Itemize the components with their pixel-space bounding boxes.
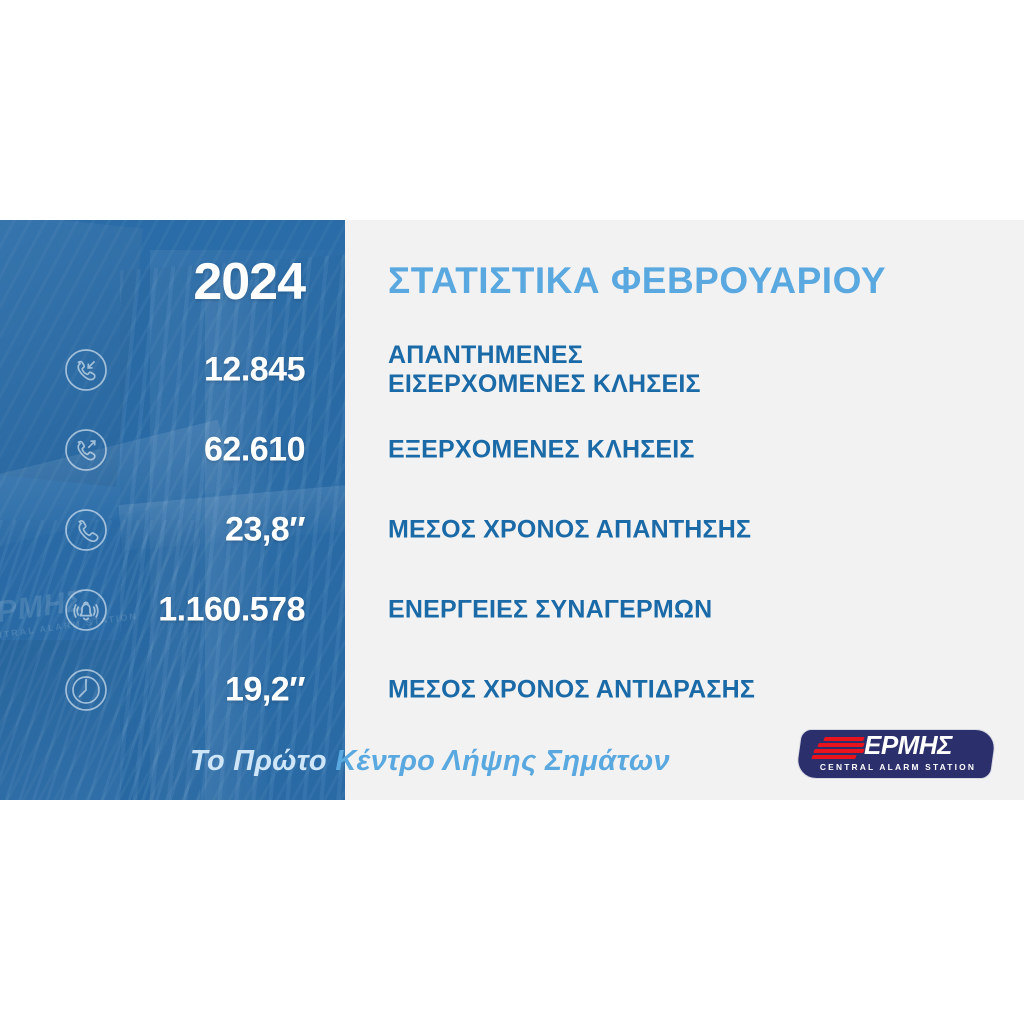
logo-red-stripes-icon	[811, 737, 865, 759]
stat-value: 62.610	[204, 430, 306, 469]
tagline-part-on-blue: Το Πρώτο	[190, 745, 327, 777]
phone-handset-icon	[57, 501, 115, 559]
logo-subtitle: CENTRAL ALARM STATION	[819, 762, 977, 772]
logo-wordmark: ΕΡΜΗΣ	[864, 730, 952, 760]
stat-label: ΑΠΑΝΤΗΜΕΝΕΣ ΕΙΣΕΡΧΟΜΕΝΕΣ ΚΛΗΣΕΙΣ	[388, 341, 701, 398]
stat-row: 12.845 ΑΠΑΝΤΗΜΕΝΕΣ ΕΙΣΕΡΧΟΜΕΝΕΣ ΚΛΗΣΕΙΣ	[0, 330, 1024, 410]
tagline-part-on-gray: Κέντρο Λήψης Σημάτων	[335, 745, 670, 777]
ermis-logo[interactable]: ΕΡΜΗΣ CENTRAL ALARM STATION	[794, 729, 998, 779]
alarm-bell-icon	[57, 581, 115, 639]
page-title: ΣΤΑΤΙΣΤΙΚΑ ΦΕΒΡΟΥΑΡΙΟΥ	[388, 260, 887, 301]
stat-value: 23,8″	[225, 510, 305, 549]
tagline: Το Πρώτο Κέντρο Λήψης Σημάτων	[190, 745, 670, 778]
stat-row: 19,2″ ΜΕΣΟΣ ΧΡΟΝΟΣ ΑΝΤΙΔΡΑΣΗΣ	[0, 650, 1024, 730]
stat-row: 23,8″ ΜΕΣΟΣ ΧΡΟΝΟΣ ΑΠΑΝΤΗΣΗΣ	[0, 490, 1024, 570]
year-label: 2024	[193, 253, 306, 311]
stat-label: ΕΝΕΡΓΕΙΕΣ ΣΥΝΑΓΕΡΜΩΝ	[388, 595, 713, 624]
stat-row: 1.160.578 ΕΝΕΡΓΕΙΕΣ ΣΥΝΑΓΕΡΜΩΝ	[0, 570, 1024, 650]
stat-value: 19,2″	[225, 670, 305, 709]
statistics-rows: 12.845 ΑΠΑΝΤΗΜΕΝΕΣ ΕΙΣΕΡΧΟΜΕΝΕΣ ΚΛΗΣΕΙΣ …	[0, 330, 1024, 730]
stat-label: ΜΕΣΟΣ ΧΡΟΝΟΣ ΑΝΤΙΔΡΑΣΗΣ	[388, 675, 756, 704]
stat-value: 12.845	[204, 350, 306, 389]
stat-label: ΕΞΕΡΧΟΜΕΝΕΣ ΚΛΗΣΕΙΣ	[388, 435, 695, 464]
outgoing-call-icon	[57, 421, 115, 479]
stat-row: 62.610 ΕΞΕΡΧΟΜΕΝΕΣ ΚΛΗΣΕΙΣ	[0, 410, 1024, 490]
stat-value: 1.160.578	[158, 590, 305, 629]
incoming-call-icon	[57, 341, 115, 399]
logo-content: ΕΡΜΗΣ CENTRAL ALARM STATION	[798, 729, 994, 779]
statistics-card: ΕΡΜΗΣ CENTRAL ALARM STATION ΕΡΜΗΣ CENTRA…	[0, 220, 1024, 800]
stat-label: ΜΕΣΟΣ ΧΡΟΝΟΣ ΑΠΑΝΤΗΣΗΣ	[388, 515, 752, 544]
clock-icon	[57, 661, 115, 719]
